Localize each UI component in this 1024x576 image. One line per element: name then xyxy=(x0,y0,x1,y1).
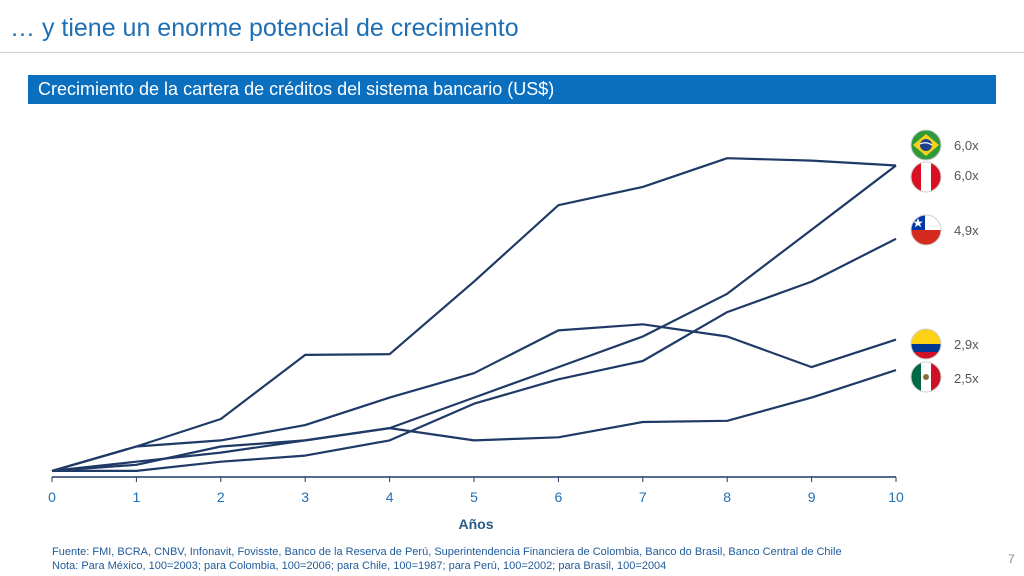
peru-end-label: 6,0x xyxy=(954,168,979,183)
x-tick-label: 6 xyxy=(555,489,563,505)
x-axis-title: Años xyxy=(458,516,494,532)
brazil-series-line xyxy=(51,157,897,472)
x-tick-label: 1 xyxy=(133,489,141,505)
x-tick-label: 3 xyxy=(301,489,309,505)
x-tick-label: 9 xyxy=(808,489,816,505)
note-footnote: Nota: Para México, 100=2003; para Colomb… xyxy=(52,560,667,572)
x-tick-label: 0 xyxy=(48,489,56,505)
chile-end-label: 4,9x xyxy=(954,223,979,238)
country-flags xyxy=(910,129,942,393)
page-number: 7 xyxy=(1008,552,1015,566)
mexico-series-line xyxy=(51,369,897,472)
mexico-end-label: 2,5x xyxy=(954,371,979,386)
chile-series-line xyxy=(51,323,897,472)
colombia-series-line xyxy=(52,237,897,472)
source-footnote: Fuente: FMI, BCRA, CNBV, Infonavit, Fovi… xyxy=(52,546,842,558)
series-lines xyxy=(51,157,897,472)
x-tick-label: 4 xyxy=(386,489,394,505)
x-tick-label: 7 xyxy=(639,489,647,505)
x-tick-label: 5 xyxy=(470,489,478,505)
title-divider xyxy=(0,52,1024,53)
chile-flag xyxy=(911,215,941,245)
colombia-flag xyxy=(911,329,941,359)
peru-flag xyxy=(911,162,941,192)
end-labels: 6,0x 6,0x 4,9x 2,9x 2,5x xyxy=(954,138,979,386)
x-tick-label: 8 xyxy=(723,489,731,505)
chart-header: Crecimiento de la cartera de créditos de… xyxy=(28,75,996,104)
slide-title: … y tiene un enorme potencial de crecimi… xyxy=(10,14,519,42)
brazil-end-label: 6,0x xyxy=(954,138,979,153)
mexico-flag xyxy=(911,362,941,392)
x-tick-label: 2 xyxy=(217,489,225,505)
x-tick-label: 10 xyxy=(888,489,904,505)
peru-series-line xyxy=(51,164,897,472)
colombia-end-label: 2,9x xyxy=(954,337,979,352)
brazil-flag xyxy=(911,130,941,160)
x-axis: 0 1 2 3 4 5 6 7 8 9 10 xyxy=(48,476,904,505)
